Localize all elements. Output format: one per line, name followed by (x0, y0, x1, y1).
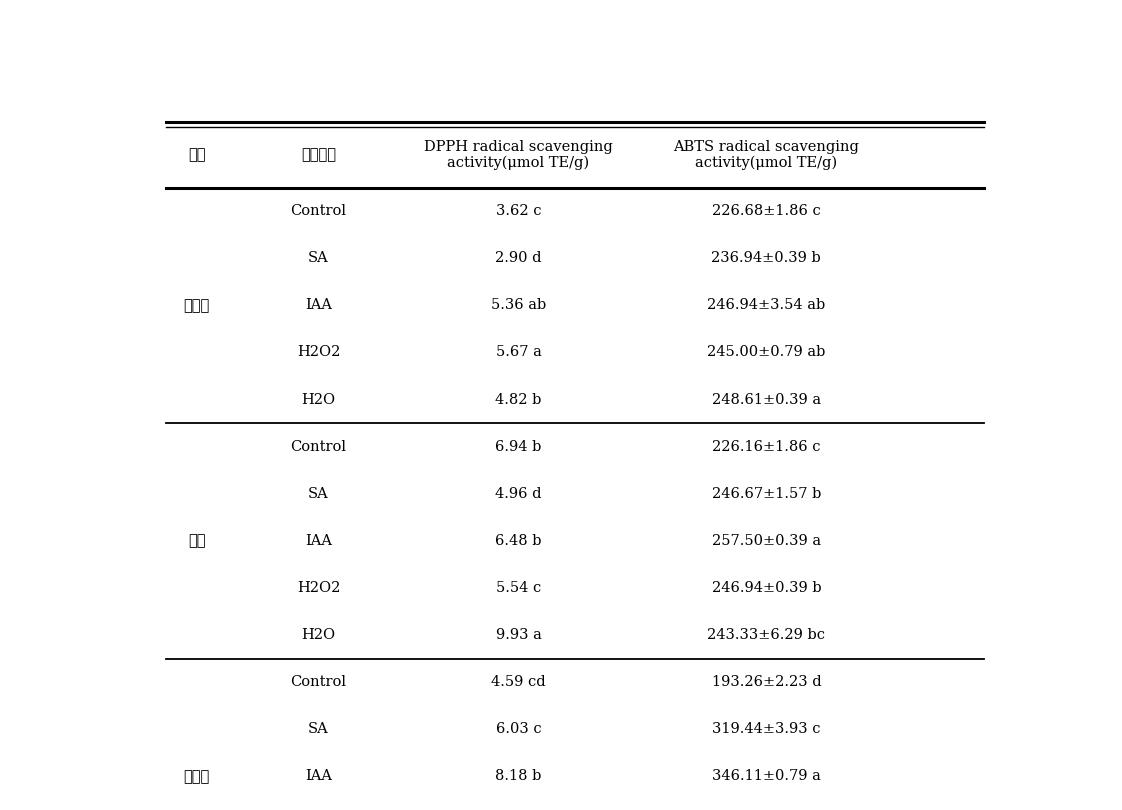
Text: 5.67 a: 5.67 a (496, 345, 542, 360)
Text: ABTS radical scavenging
activity(μmol TE/g): ABTS radical scavenging activity(μmol TE… (673, 139, 859, 170)
Text: H2O2: H2O2 (297, 581, 340, 595)
Text: 246.94±3.54 ab: 246.94±3.54 ab (707, 298, 826, 313)
Text: IAA: IAA (305, 298, 332, 313)
Text: 6.94 b: 6.94 b (495, 440, 542, 454)
Text: 8.18 b: 8.18 b (495, 770, 542, 783)
Text: H2O: H2O (302, 393, 335, 407)
Text: 5.36 ab: 5.36 ab (491, 298, 546, 313)
Text: SA: SA (309, 251, 329, 265)
Text: IAA: IAA (305, 534, 332, 548)
Text: 346.11±0.79 a: 346.11±0.79 a (711, 770, 821, 783)
Text: 245.00±0.79 ab: 245.00±0.79 ab (707, 345, 826, 360)
Text: 257.50±0.39 a: 257.50±0.39 a (711, 534, 821, 548)
Text: DPPH radical scavenging
activity(μmol TE/g): DPPH radical scavenging activity(μmol TE… (424, 139, 613, 170)
Text: 193.26±2.23 d: 193.26±2.23 d (711, 675, 821, 689)
Text: 4.59 cd: 4.59 cd (491, 675, 545, 689)
Text: H2O: H2O (302, 628, 335, 642)
Text: 청미인: 청미인 (184, 769, 210, 784)
Text: 226.68±1.86 c: 226.68±1.86 c (712, 204, 820, 218)
Text: SA: SA (309, 723, 329, 736)
Text: Control: Control (291, 440, 347, 454)
Text: 226.16±1.86 c: 226.16±1.86 c (712, 440, 820, 454)
Text: 4.82 b: 4.82 b (495, 393, 542, 407)
Text: 3.62 c: 3.62 c (496, 204, 541, 218)
Text: SA: SA (309, 487, 329, 501)
Text: 319.44±3.93 c: 319.44±3.93 c (712, 723, 820, 736)
Text: 248.61±0.39 a: 248.61±0.39 a (711, 393, 821, 407)
Text: 미소: 미소 (188, 533, 205, 548)
Text: 발아처리: 발아처리 (301, 147, 335, 162)
Text: 243.33±6.29 bc: 243.33±6.29 bc (707, 628, 826, 642)
Text: 4.96 d: 4.96 d (495, 487, 542, 501)
Text: 5.54 c: 5.54 c (496, 581, 541, 595)
Text: 대원콩: 대원콩 (184, 298, 210, 313)
Text: 236.94±0.39 b: 236.94±0.39 b (711, 251, 821, 265)
Text: 246.94±0.39 b: 246.94±0.39 b (711, 581, 821, 595)
Text: Control: Control (291, 675, 347, 689)
Text: 9.93 a: 9.93 a (496, 628, 542, 642)
Text: 품종: 품종 (188, 147, 205, 162)
Text: 6.03 c: 6.03 c (496, 723, 541, 736)
Text: H2O2: H2O2 (297, 345, 340, 360)
Text: Control: Control (291, 204, 347, 218)
Text: 246.67±1.57 b: 246.67±1.57 b (711, 487, 821, 501)
Text: 6.48 b: 6.48 b (495, 534, 542, 548)
Text: 2.90 d: 2.90 d (495, 251, 542, 265)
Text: IAA: IAA (305, 770, 332, 783)
